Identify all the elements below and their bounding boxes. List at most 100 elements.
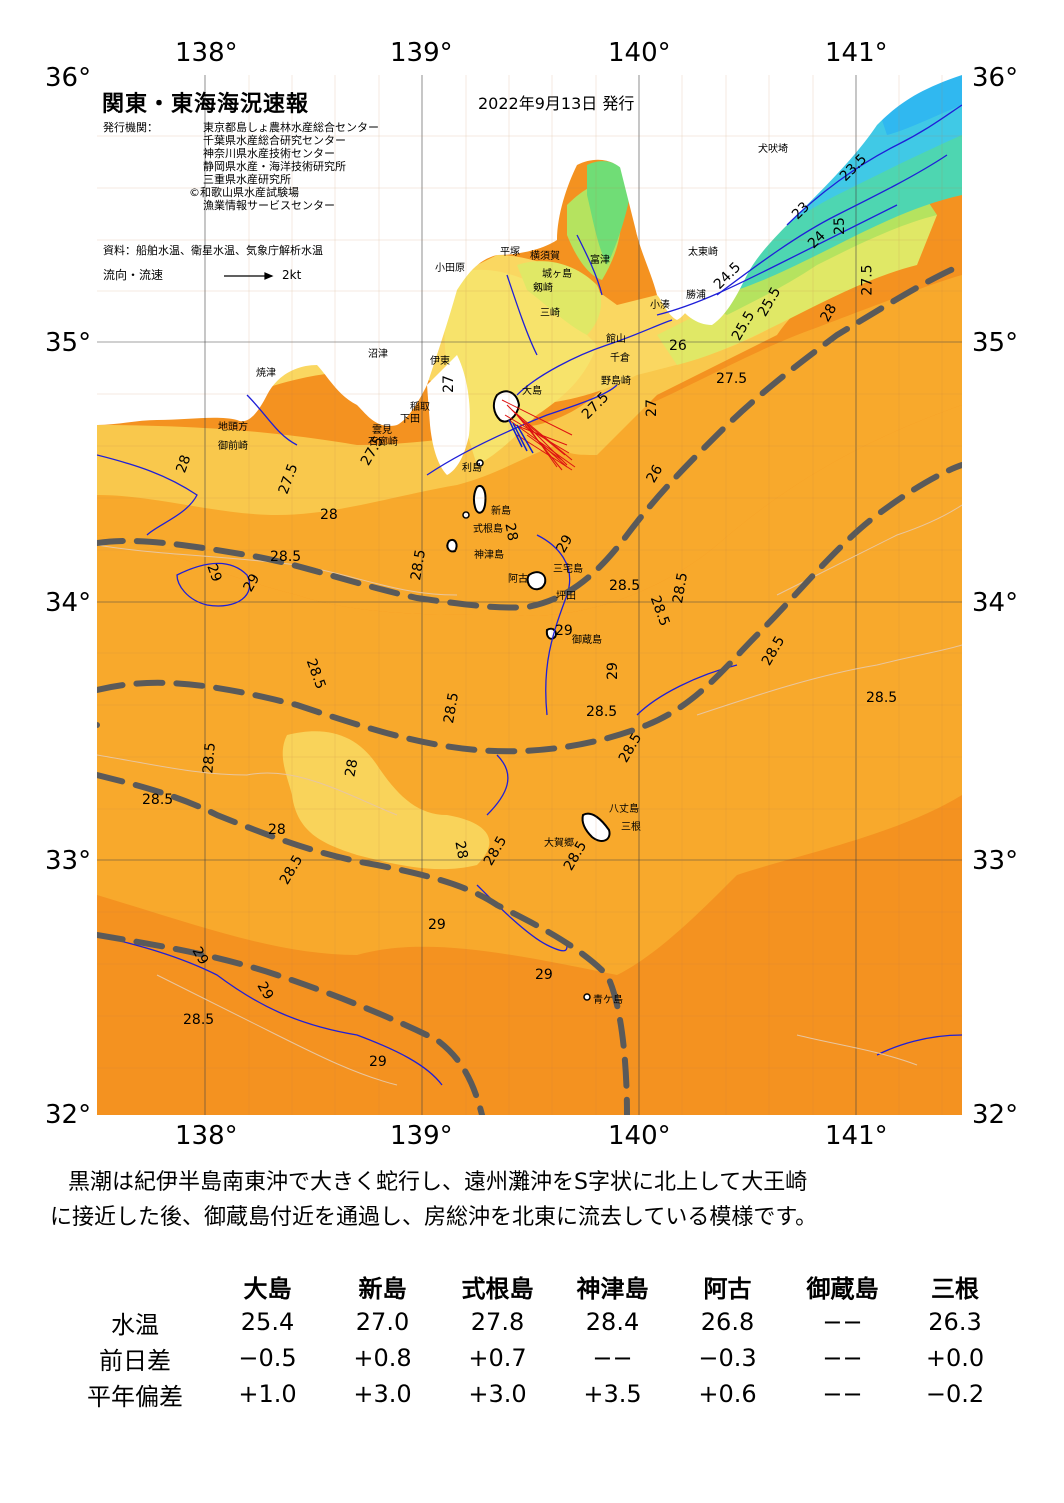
lat-left-35: 35°	[45, 328, 92, 358]
sst-zone-24	[587, 161, 632, 265]
isotherm-label: 29	[555, 623, 573, 639]
isotherm-label: 28.5	[586, 704, 618, 720]
place-numazu: 沼津	[368, 349, 388, 360]
niijima-island	[472, 485, 487, 514]
kozushima-island	[446, 539, 458, 553]
table-cell: 26.3	[928, 1308, 982, 1336]
lon-bottom-141: 141°	[825, 1121, 888, 1151]
col-header: 御蔵島	[806, 1274, 879, 1303]
table-cell: +0.7	[468, 1344, 527, 1372]
map-title: 関東・東海海況速報	[102, 92, 310, 117]
issuers-label: 発行機関：	[103, 121, 158, 134]
table-cell: −0.2	[925, 1380, 985, 1408]
issue-date: 2022年9月13日 発行	[478, 94, 635, 113]
minor-graticule	[97, 75, 962, 1115]
place-jogashima: 城ヶ島	[542, 269, 572, 280]
place-odawara: 小田原	[435, 263, 465, 274]
lon-top-139: 139°	[390, 38, 453, 68]
place-ito: 伊東	[430, 356, 450, 367]
lat-left-34: 34°	[45, 588, 92, 618]
place-jitogata: 地頭方	[218, 422, 248, 433]
isotherm-label: 25	[831, 217, 848, 235]
table-cell: 27.8	[470, 1308, 525, 1336]
table-cell: +0.0	[925, 1344, 985, 1372]
issuer-5: 三重県水産研究所	[203, 172, 291, 186]
table-cell: +3.0	[353, 1380, 412, 1408]
isotherm-label: 28.5	[142, 792, 174, 808]
place-inubozaki: 犬吠埼	[758, 144, 788, 155]
place-aogashima: 青ケ島	[593, 995, 623, 1006]
sst-zone-28	[97, 255, 867, 515]
place-tsurugizaki: 剱崎	[533, 283, 553, 294]
place-miyakejima: 三宅島	[553, 564, 583, 575]
graticule	[97, 75, 962, 1115]
col-header: 三根	[931, 1274, 979, 1303]
table-cell: 27.0	[355, 1308, 410, 1336]
lat-right-33: 33°	[972, 846, 1019, 876]
isotherm-label: 29	[369, 1054, 387, 1070]
sst-zone-21-east	[877, 75, 962, 135]
flow-scale-label: 2kt	[282, 268, 302, 282]
issuer-1: 東京都島しょ農林水産総合センター	[203, 121, 379, 134]
isotherm-label: 28.5	[270, 549, 302, 565]
miyakejima-island	[526, 571, 547, 591]
lon-top-141: 141°	[825, 38, 888, 68]
place-niijima: 新島	[491, 506, 511, 517]
issuer-7: 漁業情報サービスセンター	[203, 198, 335, 212]
table-row: 前日差 −0.5 +0.8 +0.7 −− −0.3 −− +0.0	[60, 1340, 1010, 1376]
lat-left-32: 32°	[45, 1100, 92, 1130]
summary-line-1: 黒潮は紀伊半島南東沖で大きく蛇行し、遠州灘沖をS字状に北上して大王崎	[68, 1170, 808, 1195]
table-cell: +0.6	[698, 1380, 757, 1408]
lat-right-35: 35°	[972, 328, 1019, 358]
table-row: 平年偏差 +1.0 +3.0 +3.0 +3.5 +0.6 −− −0.2	[60, 1376, 1010, 1412]
sst-zone-26-bay	[517, 261, 602, 335]
place-kumomi: 雲見	[372, 425, 392, 436]
place-kozushima: 神津島	[474, 550, 504, 561]
place-kominato: 小湊	[650, 300, 670, 311]
land-boso-peninsula	[597, 75, 962, 325]
place-taitozaki: 太東崎	[688, 247, 718, 258]
place-chikura: 千倉	[610, 353, 630, 364]
data-source: 資料：船舶水温、衛星水温、気象庁解析水温	[103, 244, 323, 257]
row-label: 平年偏差	[87, 1382, 183, 1411]
isotherm-label: 27	[643, 399, 660, 417]
lon-top-138: 138°	[175, 38, 238, 68]
water-temperature-table: 大島 新島 式根島 神津島 阿古 御蔵島 三根 水温 25.4 27.0 27.…	[60, 1268, 1010, 1412]
place-inatori: 稲取	[410, 402, 430, 413]
place-oshima: 大島	[522, 386, 542, 397]
isotherm-label: 27.5	[716, 371, 748, 387]
place-futtsu: 富津	[590, 255, 610, 266]
col-header: 式根島	[461, 1274, 534, 1303]
lat-right-34: 34°	[972, 588, 1019, 618]
sst-zone-26-east	[657, 215, 937, 365]
table-cell: 28.4	[585, 1308, 640, 1336]
col-header: 新島	[358, 1274, 407, 1303]
table-cell: +3.5	[583, 1380, 642, 1408]
table-cell: 26.8	[700, 1308, 755, 1336]
aogashima-island	[583, 993, 591, 1001]
table-header-row: 大島 新島 式根島 神津島 阿古 御蔵島 三根	[60, 1268, 1010, 1304]
table-cell: −0.5	[238, 1344, 297, 1372]
place-nojimazaki: 野島崎	[601, 376, 631, 387]
col-header: 大島	[243, 1274, 292, 1303]
table-cell: −−	[822, 1344, 863, 1372]
isotherm-label: 28	[342, 757, 362, 779]
isotherm-contours	[97, 104, 962, 1086]
isotherm-label: 26	[669, 338, 687, 354]
isotherm-label: 27.5	[859, 264, 876, 296]
place-omaezaki: 御前崎	[218, 441, 248, 452]
isotherm-label: 28.5	[200, 741, 219, 775]
issuer-2: 千葉県水産総合研究センター	[203, 133, 346, 147]
place-katsuura: 勝浦	[686, 290, 706, 301]
table-cell: −−	[592, 1344, 633, 1372]
col-header: 阿古	[703, 1274, 752, 1303]
place-irozaki: 石廊崎	[368, 437, 398, 448]
row-label: 水温	[111, 1310, 159, 1339]
place-hiratsuka: 平塚	[500, 247, 520, 258]
isotherm-label: 28	[501, 521, 521, 543]
isotherm-label: 28	[320, 507, 338, 523]
table-cell: 25.4	[240, 1308, 295, 1336]
isotherm-label: 29	[604, 662, 621, 680]
place-mitsune: 三根	[621, 822, 641, 833]
lon-bottom-138: 138°	[175, 1121, 238, 1151]
